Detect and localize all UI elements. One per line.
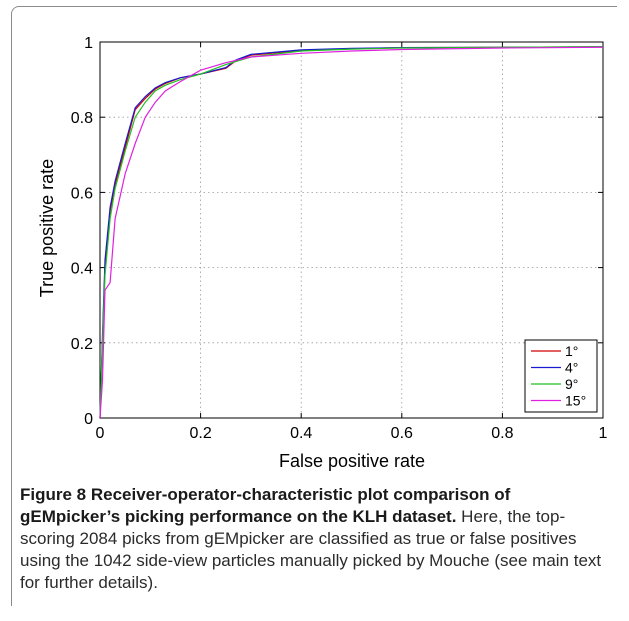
figure-caption: Figure 8 Receiver-operator-characteristi… <box>20 484 612 594</box>
plot-border <box>99 41 604 419</box>
legend-label: 4° <box>565 360 578 376</box>
y-tick-label: 1 <box>84 35 93 52</box>
x-tick-label: 0 <box>96 425 105 442</box>
legend-label: 15° <box>565 393 586 409</box>
figure-frame <box>11 6 617 606</box>
y-tick-label: 0.8 <box>71 110 93 127</box>
caption-label: Figure 8 <box>20 485 87 504</box>
series-line-4 <box>99 46 604 419</box>
grid <box>100 42 603 418</box>
y-axis-label: True positive rate <box>37 159 57 297</box>
caption-title: Receiver-operator-characteristic plot co… <box>20 485 511 526</box>
series-lines <box>99 46 604 419</box>
x-tick-label: 1 <box>599 425 608 442</box>
y-tick-label: 0.2 <box>71 336 93 353</box>
caption-body: Here, the top-scoring 2084 picks from gE… <box>20 507 602 592</box>
legend-label: 1° <box>565 343 578 359</box>
x-tick-label: 0.8 <box>491 425 513 442</box>
x-tick-label: 0.2 <box>189 425 211 442</box>
x-axis-label: False positive rate <box>279 451 425 471</box>
legend: 1°4°9°15° <box>524 339 598 413</box>
legend-label: 9° <box>565 376 578 392</box>
y-tick-label: 0.4 <box>71 261 93 278</box>
y-tick-label: 0.6 <box>71 185 93 202</box>
y-tick-label: 0 <box>84 411 93 428</box>
ticks: 0 0.2 0.4 0.6 0.8 1 0 0.2 0.4 0.6 0.8 1 <box>71 35 608 442</box>
x-tick-label: 0.6 <box>391 425 413 442</box>
series-line-2 <box>99 46 604 419</box>
roc-chart: 0 0.2 0.4 0.6 0.8 1 0 0.2 0.4 0.6 0.8 1 False posit… <box>37 35 608 471</box>
x-tick-label: 0.4 <box>290 425 312 442</box>
series-line-3 <box>99 46 604 419</box>
